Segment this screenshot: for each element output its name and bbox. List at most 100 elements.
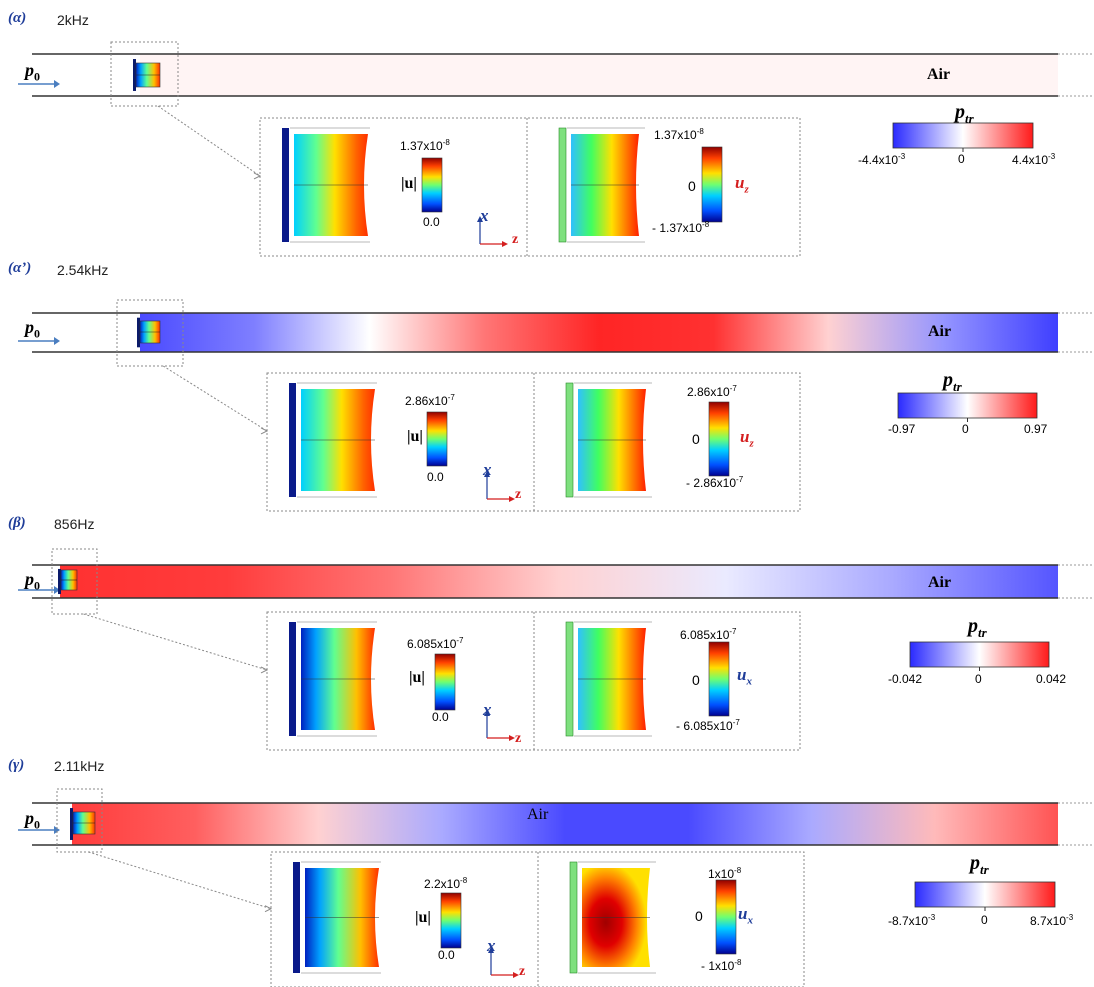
panel-label-gamma: (γ) [8,757,25,773]
u-component-colorbar [708,401,730,477]
u-magnitude-max: 6.085x10-7 [407,636,464,651]
pressure-field [60,565,1058,598]
zoom-box [116,299,184,367]
axis-z-arrowhead [502,241,508,247]
axis-z-label: z [512,232,519,247]
frequency-gamma: 2.11kHz [54,758,105,774]
inset-frame [270,851,805,987]
axis-z-label: z [515,731,522,746]
ptr-colorbar-title: ptr [943,369,962,394]
resonator-wall [133,59,136,91]
ptr-colorbar-mid: 0 [958,152,965,166]
u-component-mid: 0 [692,672,700,688]
u-magnitude-label: |u| [407,428,423,445]
zoom-leader-line [162,365,268,432]
ptr-colorbar [914,881,1056,908]
u-component-mid: 0 [695,908,703,924]
u-magnitude-max: 2.86x10-7 [405,393,455,408]
plate-wall [282,128,289,242]
input-pressure-label: p0 [25,317,40,341]
axis-z-arrowhead [513,972,519,978]
zoom-box [51,548,98,615]
ptr-colorbar-max: 0.97 [1024,422,1048,436]
u-component-mid: 0 [688,178,696,194]
axis-z-arrowhead [509,735,515,741]
u-component-max: 1x10-8 [708,866,742,881]
plate-outline [301,861,381,974]
resonator-wall [58,568,61,595]
medium-label: Air [928,574,952,591]
axis-z-label: z [519,964,526,979]
axis-x-label: x [483,700,492,719]
u-component-mid: 0 [692,431,700,447]
input-pressure-label: p0 [25,808,40,832]
zoom-leader-arrow [253,172,262,180]
u-magnitude-colorbar [434,653,456,711]
u-magnitude-label: |u| [401,175,417,192]
ptr-colorbar-min: -8.7x10-3 [888,913,936,928]
u-component-label: ux [737,665,752,688]
u-magnitude-min: 0.0 [432,710,449,724]
medium-label: Air [927,66,951,83]
input-pressure-label: p0 [25,569,40,593]
plate-wall [289,622,296,736]
plate-wall [293,862,300,973]
zoom-leader-line [88,851,272,910]
ptr-colorbar-title: ptr [970,852,989,877]
plate-outline [574,621,652,737]
ptr-colorbar-mid: 0 [981,913,988,927]
u-component-colorbar [701,146,723,223]
u-magnitude-min: 0.0 [438,948,455,962]
u-component-max: 2.86x10-7 [687,384,737,399]
u-component-min: - 1.37x10-8 [652,220,710,235]
input-arrow-head [54,337,60,345]
frequency-alpha: 2kHz [57,12,89,28]
zoom-box [110,41,179,107]
u-magnitude-label: |u| [415,909,431,926]
resonator-wall [70,808,73,840]
ptr-colorbar-title: ptr [968,615,987,640]
plate-outline [297,621,377,737]
ptr-colorbar-mid: 0 [962,422,969,436]
medium-label: Air [527,806,549,823]
ptr-colorbar [909,641,1050,668]
u-component-label: uz [735,173,749,196]
zoom-leader-line [83,613,268,671]
u-magnitude-min: 0.0 [423,215,440,229]
axis-x-label: x [480,206,489,225]
plate-wall-green [565,382,574,498]
zoom-leader-arrow [260,666,269,674]
pressure-field [140,54,1058,96]
ptr-colorbar-min: -0.042 [888,672,923,686]
pressure-field [140,313,1058,352]
plate-outline [297,382,377,498]
axis-x-label: x [483,460,492,479]
ptr-colorbar-max: 4.4x10-3 [1012,152,1056,167]
inset-frame [259,117,801,257]
ptr-colorbar-mid: 0 [975,672,982,686]
plate-outline [574,382,652,498]
axis-x-arrowhead [477,216,483,222]
u-component-min: - 1x10-8 [701,958,742,973]
axis-x-arrowhead [484,710,490,716]
plate-wall-green [558,127,567,243]
input-pressure-label: p0 [25,60,40,84]
resonator-wall [137,317,140,348]
zoom-leader-arrow [260,427,269,435]
axis-z-label: z [515,487,522,502]
frequency-beta: 856Hz [54,516,95,532]
u-magnitude-colorbar [426,411,448,467]
u-magnitude-colorbar [440,892,462,949]
ptr-colorbar-min: -4.4x10-3 [858,152,906,167]
u-component-colorbar [708,641,730,717]
panel-label-beta: (β) [8,515,26,531]
medium-label: Air [928,323,952,340]
input-arrow-head [54,80,60,88]
u-component-min: - 2.86x10-7 [686,475,744,490]
panel-label-alpha-prime: (α’) [8,260,32,276]
u-component-colorbar [715,879,737,955]
u-component-label: uz [740,427,754,450]
panel-label-alpha: (α) [8,10,27,26]
ptr-colorbar-title: ptr [955,101,974,126]
